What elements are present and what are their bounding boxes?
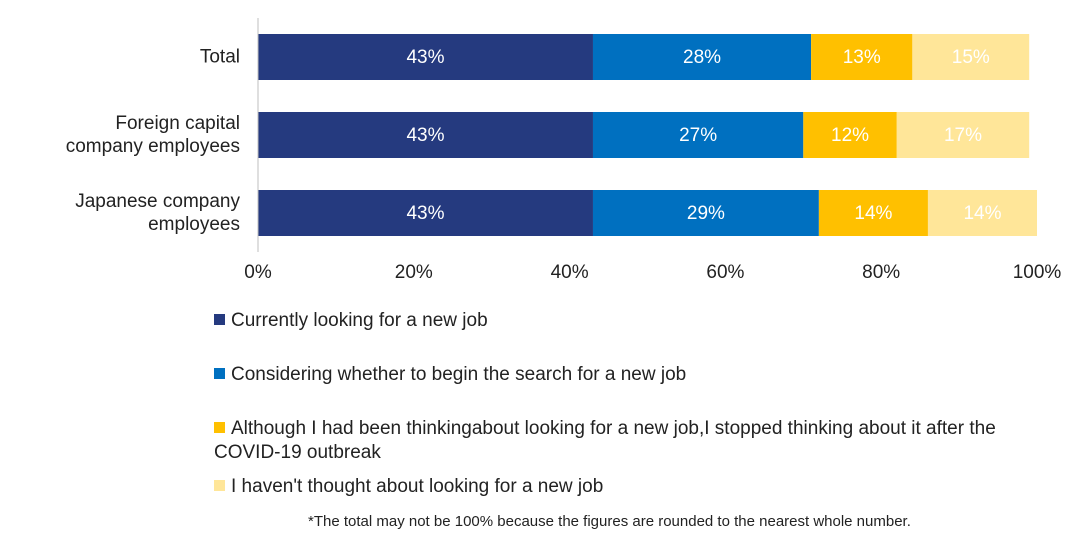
legend-label: Although I had been thinkingabout lookin… [214, 418, 996, 463]
category-label: Foreign capital company employees [65, 113, 240, 157]
legend-item: Considering whether to begin the search … [214, 363, 1044, 387]
legend-swatch [214, 368, 225, 379]
bar-segment [912, 34, 1030, 80]
legend-swatch [214, 480, 225, 491]
legend-swatch [214, 422, 225, 433]
data-label: 17% [944, 125, 982, 146]
legend-swatch [214, 314, 225, 325]
bar-segment [818, 190, 928, 236]
legend-item: Currently looking for a new job [214, 309, 1044, 333]
bar-segment [258, 112, 593, 158]
x-tick-label: 100% [1013, 262, 1062, 283]
data-label: 28% [683, 47, 721, 68]
data-label: 12% [831, 125, 869, 146]
bar-segment [592, 190, 819, 236]
legend-item: Although I had been thinkingabout lookin… [214, 417, 1044, 465]
bar-segment [896, 112, 1030, 158]
data-label: 14% [963, 203, 1001, 224]
bar-segment [258, 34, 593, 80]
bar-segment [258, 190, 593, 236]
data-label: 43% [406, 125, 444, 146]
footnote: *The total may not be 100% because the f… [308, 513, 911, 530]
data-label: 27% [679, 125, 717, 146]
x-tick-label: 60% [706, 262, 744, 283]
legend-label: Currently looking for a new job [231, 310, 488, 331]
bar-segment [592, 34, 812, 80]
data-label: 15% [952, 47, 990, 68]
x-tick-label: 20% [395, 262, 433, 283]
data-label: 43% [406, 47, 444, 68]
category-label: Japanese company employees [75, 191, 240, 235]
x-tick-label: 0% [244, 262, 272, 283]
x-tick-label: 80% [862, 262, 900, 283]
bar-segment [811, 34, 913, 80]
data-label: 43% [406, 203, 444, 224]
legend-item: I haven't thought about looking for a ne… [214, 475, 1044, 499]
bar-segment [803, 112, 897, 158]
data-label: 13% [843, 47, 881, 68]
bar-segment [592, 112, 804, 158]
category-label: Total [199, 46, 240, 68]
legend-label: I haven't thought about looking for a ne… [231, 476, 604, 497]
bar-segment [927, 190, 1037, 236]
x-tick-label: 40% [551, 262, 589, 283]
data-label: 29% [687, 203, 725, 224]
legend-label: Considering whether to begin the search … [231, 364, 687, 385]
data-label: 14% [854, 203, 892, 224]
